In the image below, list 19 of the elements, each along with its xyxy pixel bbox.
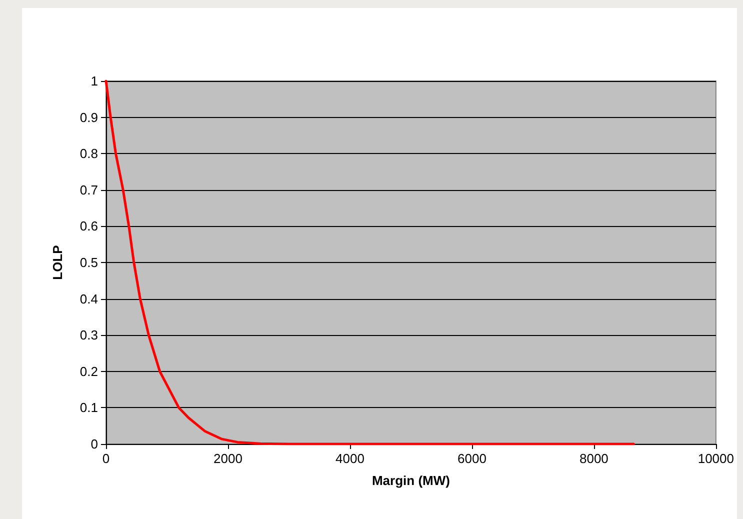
x-tick-label: 8000 [579, 451, 608, 466]
x-tick-label: 10000 [698, 451, 734, 466]
x-tick-label: 2000 [214, 451, 242, 466]
y-tick-label: 0.9 [80, 110, 98, 125]
y-axis-title: LOLP [50, 244, 65, 280]
y-tick-label: 0.7 [80, 182, 98, 198]
y-tick-label: 0.3 [80, 328, 98, 343]
y-tick-label: 0.6 [80, 218, 98, 234]
y-tick-label: 0.4 [80, 291, 98, 306]
y-tick-label: 0.8 [80, 146, 98, 162]
y-tick-label: 0 [90, 436, 98, 452]
x-tick-label: 4000 [336, 451, 364, 466]
y-tick-label: 0.5 [80, 255, 98, 270]
y-tick-label: 1 [90, 74, 98, 88]
x-tick-label: 0 [102, 451, 110, 466]
y-tick-label: 0.1 [80, 400, 98, 416]
x-axis-title: Margin (MW) [372, 473, 450, 488]
y-tick-label: 0.2 [80, 364, 98, 379]
x-tick-label: 6000 [457, 451, 486, 466]
